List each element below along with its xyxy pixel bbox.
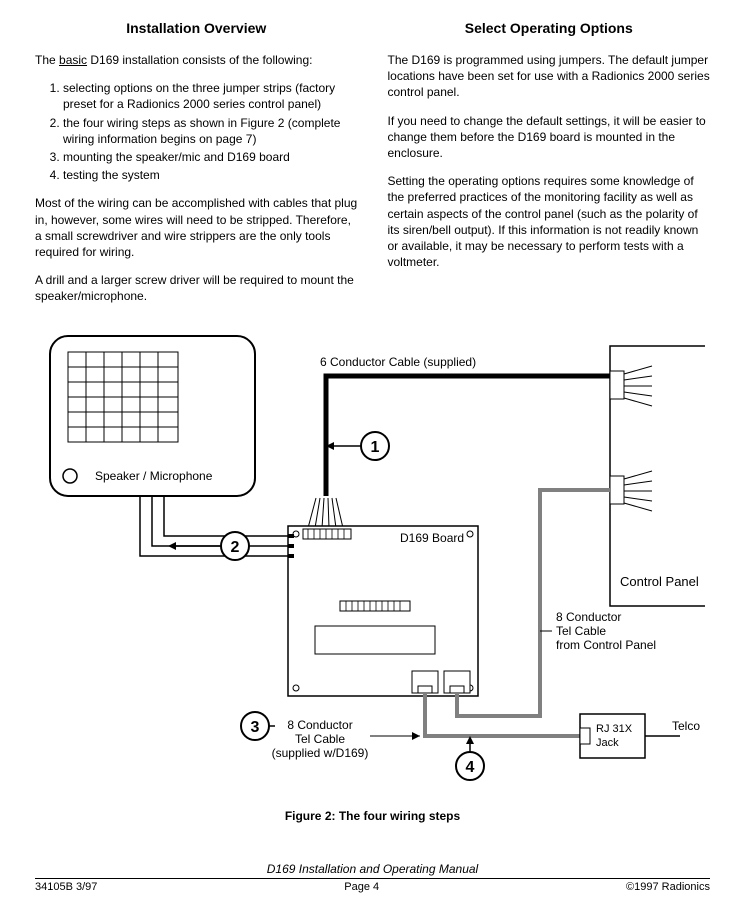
right-column: Select Operating Options The D169 is pro… [388, 20, 711, 316]
page-footer: D169 Installation and Operating Manual 3… [35, 862, 710, 893]
figure-caption: Figure 2: The four wiring steps [35, 809, 710, 823]
list-item: testing the system [63, 167, 358, 183]
label-speaker: Speaker / Microphone [95, 469, 213, 483]
list-item: the four wiring steps as shown in Figure… [63, 115, 358, 147]
marker-3: 3 [251, 719, 260, 736]
label-cable8b-2: Tel Cable [556, 624, 606, 638]
label-cable8a-3: (supplied w/D169) [272, 746, 369, 760]
list-item: mounting the speaker/mic and D169 board [63, 149, 358, 165]
paragraph: The D169 is programmed using jumpers. Th… [388, 52, 711, 101]
footer-left: 34105B 3/97 [35, 881, 97, 893]
label-cable8b-3: from Control Panel [556, 638, 656, 652]
marker-4: 4 [466, 759, 475, 776]
wiring-diagram: Speaker / Microphone 6 Conductor Cable (… [35, 326, 710, 823]
label-cable8a-1: 8 Conductor [287, 718, 352, 732]
heading-options: Select Operating Options [388, 20, 711, 36]
footer-right: ©1997 Radionics [626, 881, 710, 893]
paragraph: Setting the operating options requires s… [388, 173, 711, 270]
paragraph: Most of the wiring can be accomplished w… [35, 195, 358, 260]
footer-title: D169 Installation and Operating Manual [35, 862, 710, 876]
label-telco: Telco [672, 719, 700, 733]
paragraph: If you need to change the default settin… [388, 113, 711, 162]
left-column: Installation Overview The basic D169 ins… [35, 20, 358, 316]
label-d169: D169 Board [400, 531, 464, 545]
label-cable8a-2: Tel Cable [295, 732, 345, 746]
paragraph: A drill and a larger screw driver will b… [35, 272, 358, 304]
heading-installation: Installation Overview [35, 20, 358, 36]
intro-paragraph: The basic D169 installation consists of … [35, 52, 358, 68]
footer-page: Page 4 [344, 881, 379, 893]
label-cable8b-1: 8 Conductor [556, 610, 621, 624]
marker-1: 1 [371, 439, 380, 456]
install-steps-list: selecting options on the three jumper st… [35, 80, 358, 183]
marker-2: 2 [231, 539, 240, 556]
label-cable6: 6 Conductor Cable (supplied) [320, 355, 476, 369]
label-rj31x-2: Jack [596, 737, 619, 749]
label-control-panel: Control Panel [620, 574, 699, 589]
label-rj31x-1: RJ 31X [596, 723, 633, 735]
list-item: selecting options on the three jumper st… [63, 80, 358, 112]
